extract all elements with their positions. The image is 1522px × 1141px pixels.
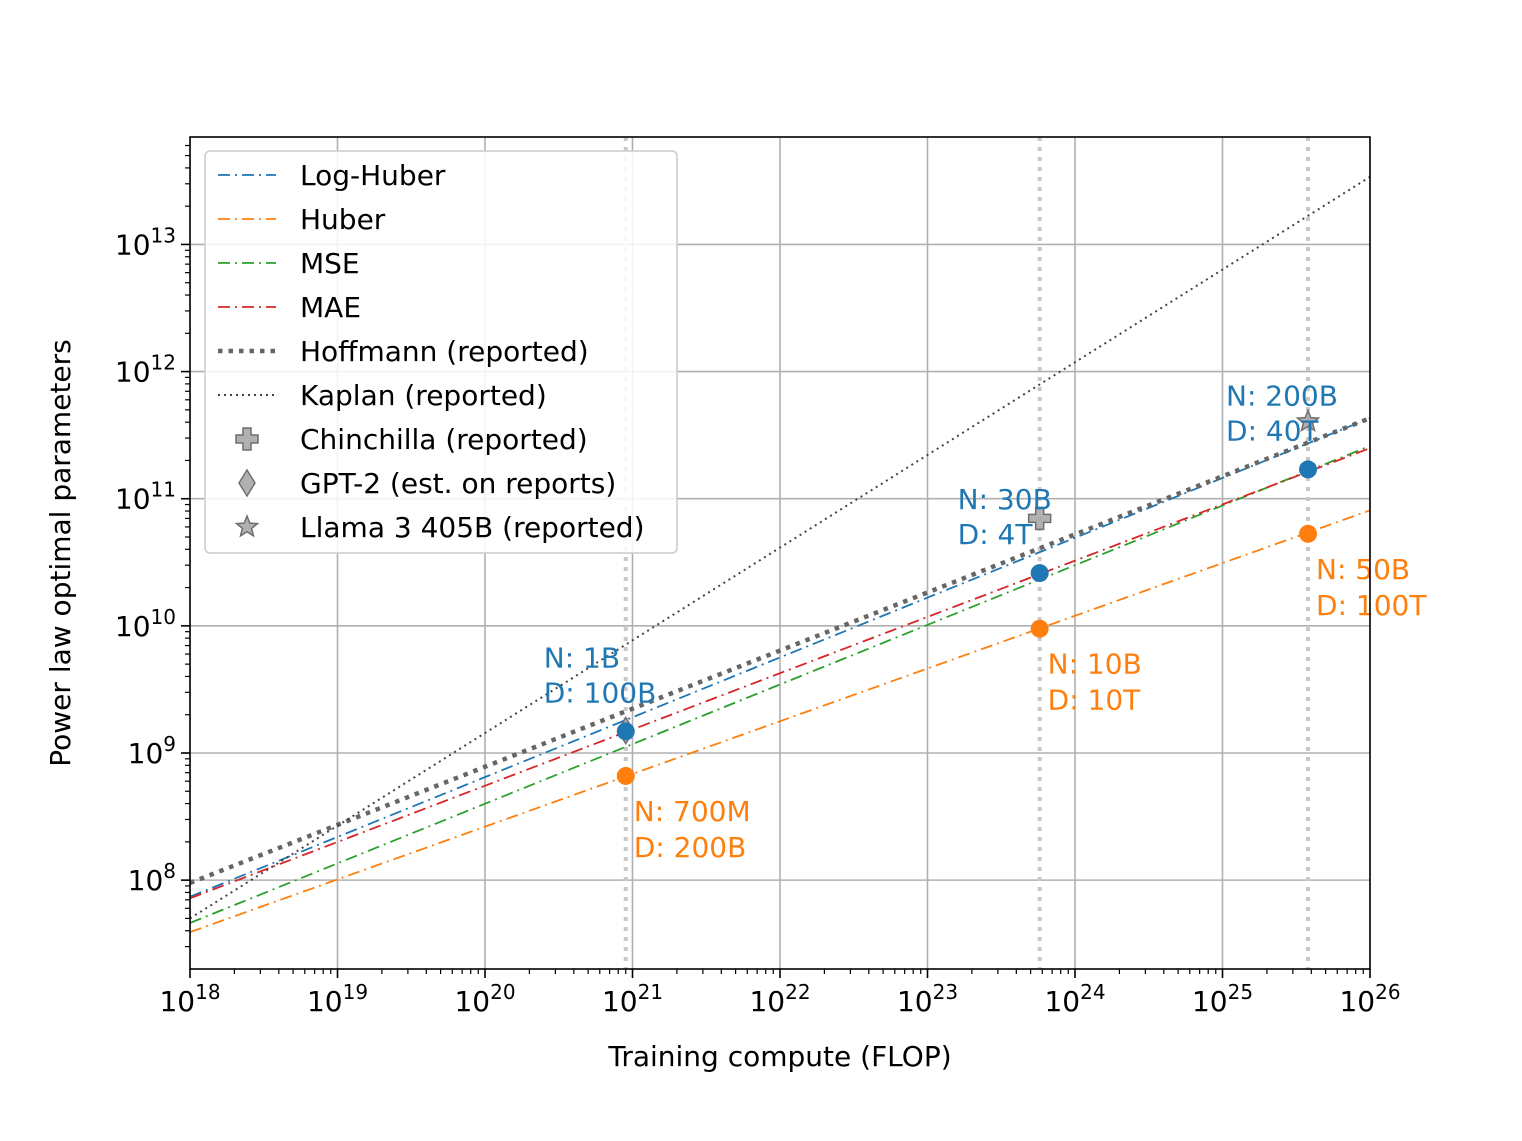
point-label-params: N: 50B [1316,553,1410,586]
y-tick-label: 108 [128,859,176,897]
x-tick-label: 1021 [602,980,663,1018]
x-tick-label: 1024 [1044,980,1105,1018]
point-label-data: D: 4T [958,518,1034,551]
legend-label: Kaplan (reported) [300,379,547,412]
optimal-point-log-huber [1030,564,1049,583]
legend [204,150,678,554]
legend-marker-llama [234,513,260,538]
x-tick-label: 1025 [1192,980,1253,1018]
point-label-params: N: 1B [544,641,620,674]
legend-marker-chinchilla [235,427,259,451]
reported-point-chinchilla [1027,506,1052,531]
point-label-data: D: 40T [1226,414,1320,447]
legend-label: MSE [300,247,360,280]
x-tick-label: 1022 [749,980,810,1018]
point-label-data: D: 100T [1316,589,1427,622]
y-tick-label: 1011 [115,478,176,516]
optimal-point-log-huber [616,722,635,741]
optimal-point-log-huber [1299,460,1318,479]
x-tick-label: 1023 [897,980,958,1018]
series-line-hoffmann [190,416,1370,886]
series-line-mse [190,445,1370,924]
point-label-data: D: 200B [634,831,747,864]
x-axis-label: Training compute (FLOP) [607,1040,951,1073]
x-tick-label: 1019 [307,980,368,1018]
point-label-params: N: 30B [958,483,1052,516]
point-label-params: N: 10B [1048,648,1142,681]
legend-label: Log-Huber [300,159,446,192]
y-tick-label: 109 [128,732,176,770]
series-line-log-huber [190,417,1370,898]
x-tick-label: 1026 [1339,980,1400,1018]
point-label-params: N: 700M [634,795,751,828]
optimal-point-huber [1030,619,1049,638]
legend-label: GPT-2 (est. on reports) [300,467,616,500]
x-tick-label: 1018 [159,980,220,1018]
point-label-data: D: 100B [544,676,657,709]
y-tick-label: 1013 [115,223,176,261]
legend-label: Huber [300,203,386,236]
series-line-kaplan [190,176,1370,920]
y-axis-label: Power law optimal parameters [44,339,77,766]
series-line-huber [190,509,1370,933]
optimal-point-huber [616,766,635,785]
point-label-data: D: 10T [1048,684,1142,717]
legend-marker-gpt2 [238,468,256,498]
y-tick-label: 1012 [115,351,176,389]
optimal-point-huber [1299,524,1318,543]
x-tick-label: 1020 [454,980,515,1018]
y-tick-label: 1010 [115,605,176,643]
point-label-params: N: 200B [1226,379,1338,412]
legend-label: MAE [300,291,361,324]
legend-label: Llama 3 405B (reported) [300,511,645,544]
legend-label: Hoffmann (reported) [300,335,589,368]
reported-point-llama [1295,408,1321,433]
series-line-mae [190,447,1370,900]
legend-label: Chinchilla (reported) [300,423,588,456]
